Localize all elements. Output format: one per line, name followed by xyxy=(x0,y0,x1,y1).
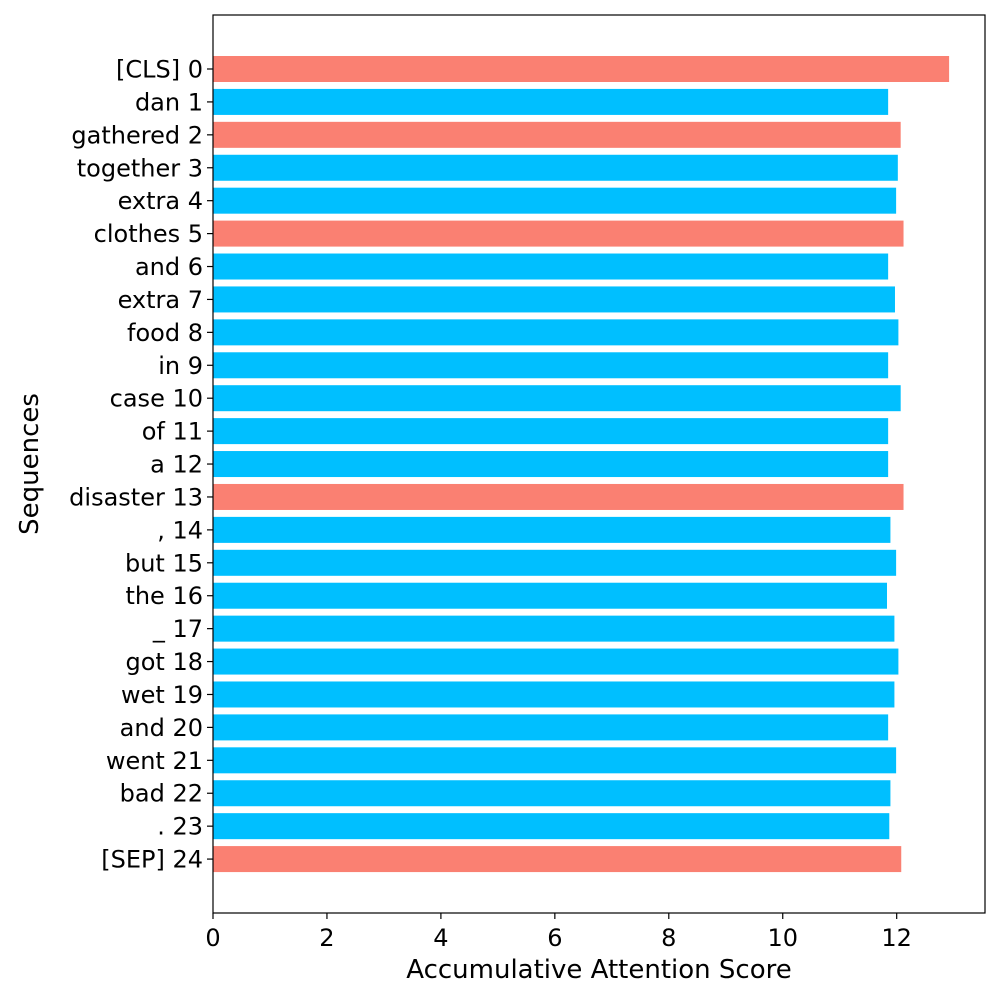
bar xyxy=(213,220,904,247)
bar xyxy=(213,648,899,675)
y-axis-title: Sequences xyxy=(15,393,45,535)
y-tick-label: the 16 xyxy=(125,582,203,610)
y-tick-label: . 23 xyxy=(157,813,203,841)
y-tick-label: bad 22 xyxy=(120,780,203,808)
y-tick-label: _ 17 xyxy=(152,615,203,643)
y-tick-label: together 3 xyxy=(77,154,203,182)
bar xyxy=(213,451,889,478)
bar xyxy=(213,549,897,576)
y-tick-label: extra 7 xyxy=(118,286,203,314)
bar xyxy=(213,681,895,708)
bar xyxy=(213,813,890,840)
x-tick-label: 12 xyxy=(881,924,912,952)
x-tick-label: 6 xyxy=(547,924,562,952)
plot-frame xyxy=(212,14,986,914)
y-tick-label: gathered 2 xyxy=(71,121,203,149)
y-tick-label: clothes 5 xyxy=(94,220,203,248)
y-tick-label: and 20 xyxy=(120,714,203,742)
y-tick-label: but 15 xyxy=(125,549,203,577)
bar xyxy=(213,253,889,280)
x-tick-label: 8 xyxy=(661,924,676,952)
y-tick-label: got 18 xyxy=(126,648,204,676)
bar xyxy=(213,352,889,379)
y-tick-label: of 11 xyxy=(142,418,203,446)
bar xyxy=(213,582,888,609)
y-tick-label: [CLS] 0 xyxy=(116,56,203,84)
y-tick-label: went 21 xyxy=(106,747,203,775)
bar xyxy=(213,121,901,148)
x-ticks: 0 2 4 6 8 10 12 xyxy=(205,913,912,952)
bar xyxy=(213,483,904,510)
x-tick-label: 10 xyxy=(767,924,798,952)
bar xyxy=(213,714,889,741)
y-tick-labels: [CLS] 0 dan 1 gathered 2 together 3 extra 4 c… xyxy=(69,56,213,874)
y-tick-label: [SEP] 24 xyxy=(101,846,203,874)
x-tick-label: 4 xyxy=(433,924,448,952)
bar xyxy=(213,385,901,412)
bar xyxy=(213,154,898,181)
bar xyxy=(213,319,899,346)
bar xyxy=(213,846,902,873)
bar xyxy=(213,516,891,543)
bars-group xyxy=(213,56,950,873)
bar xyxy=(213,780,891,807)
x-axis-title: Accumulative Attention Score xyxy=(406,955,792,985)
y-tick-label: a 12 xyxy=(150,451,203,479)
y-tick-label: food 8 xyxy=(127,319,203,347)
bar xyxy=(213,56,950,82)
y-tick-label: , 14 xyxy=(157,516,203,544)
bar xyxy=(213,187,897,214)
x-tick-label: 0 xyxy=(205,924,220,952)
bar xyxy=(213,615,895,642)
y-tick-label: case 10 xyxy=(110,385,203,413)
y-tick-label: dan 1 xyxy=(135,88,203,116)
bar xyxy=(213,286,895,313)
y-tick-label: in 9 xyxy=(158,352,203,380)
bar xyxy=(213,418,889,445)
x-tick-label: 2 xyxy=(319,924,334,952)
bar xyxy=(213,88,889,115)
y-tick-label: and 6 xyxy=(135,253,203,281)
y-tick-label: wet 19 xyxy=(121,681,203,709)
y-tick-label: extra 4 xyxy=(118,187,203,215)
y-tick-label: disaster 13 xyxy=(69,483,203,511)
bar xyxy=(213,747,897,774)
